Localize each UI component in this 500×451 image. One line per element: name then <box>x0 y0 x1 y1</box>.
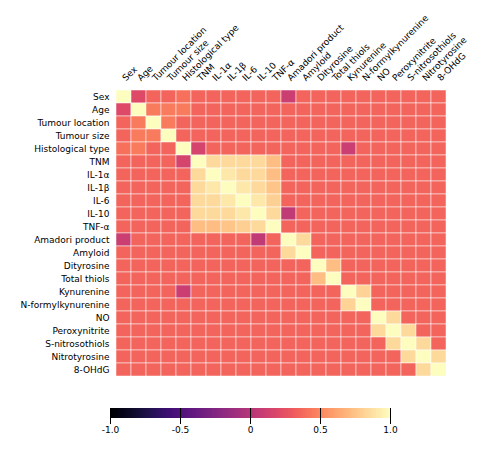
svg-text:Dityrosine: Dityrosine <box>64 261 110 271</box>
svg-text:IL-1β: IL-1β <box>87 183 109 193</box>
svg-text:8-OHdG: 8-OHdG <box>435 51 467 83</box>
svg-text:Tumour location: Tumour location <box>150 24 209 83</box>
svg-text:Tumour size: Tumour size <box>55 131 110 141</box>
svg-text:IL-1α: IL-1α <box>210 60 234 83</box>
svg-text:S-nitrosothiols: S-nitrosothiols <box>405 30 458 83</box>
svg-text:Amyloid: Amyloid <box>300 50 334 83</box>
svg-text:1.0: 1.0 <box>383 425 398 435</box>
svg-text:TNF-α: TNF-α <box>270 57 297 83</box>
svg-text:Histological type: Histological type <box>180 22 241 83</box>
svg-text:Kynurenine: Kynurenine <box>345 40 389 83</box>
svg-text:IL-6: IL-6 <box>93 196 110 206</box>
svg-text:-1.0: -1.0 <box>102 425 120 435</box>
svg-text:-0.5: -0.5 <box>172 425 190 435</box>
svg-text:Nitrotyrosine: Nitrotyrosine <box>420 34 468 82</box>
svg-text:Peroxynitrite: Peroxynitrite <box>390 35 438 83</box>
svg-text:TNM: TNM <box>89 157 110 167</box>
svg-text:Peroxynitrite: Peroxynitrite <box>52 326 109 336</box>
svg-text:Age: Age <box>135 63 155 83</box>
svg-text:Nitrotyrosine: Nitrotyrosine <box>51 352 110 362</box>
svg-text:IL-10: IL-10 <box>87 209 109 219</box>
svg-text:S-nitrosothiols: S-nitrosothiols <box>45 339 110 349</box>
svg-text:IL-1β: IL-1β <box>225 60 249 83</box>
svg-text:Tumour location: Tumour location <box>36 118 109 128</box>
svg-text:IL-10: IL-10 <box>255 60 279 83</box>
svg-text:Dityrosine: Dityrosine <box>315 43 355 83</box>
svg-text:NO: NO <box>375 66 392 83</box>
svg-text:Amadori product: Amadori product <box>34 235 110 245</box>
svg-text:N-formylkynurenine: N-formylkynurenine <box>21 300 110 310</box>
svg-text:Total thiols: Total thiols <box>330 41 372 83</box>
svg-text:N-formylkynurenine: N-formylkynurenine <box>360 13 431 83</box>
svg-text:Histological type: Histological type <box>34 144 110 154</box>
svg-text:8-OHdG: 8-OHdG <box>74 365 110 375</box>
svg-text:Sex: Sex <box>120 64 140 83</box>
svg-text:0: 0 <box>248 425 254 435</box>
svg-text:IL-6: IL-6 <box>240 64 260 83</box>
svg-text:TNM: TNM <box>195 61 217 83</box>
svg-text:TNF-α: TNF-α <box>82 222 110 232</box>
svg-text:Total thiols: Total thiols <box>60 274 110 284</box>
svg-text:Sex: Sex <box>93 92 110 102</box>
svg-text:Amadori product: Amadori product <box>285 22 346 83</box>
svg-text:Amyloid: Amyloid <box>73 248 109 258</box>
svg-text:0.5: 0.5 <box>313 425 327 435</box>
svg-text:IL-1α: IL-1α <box>87 170 109 180</box>
svg-text:Age: Age <box>92 105 110 115</box>
svg-text:NO: NO <box>96 313 110 323</box>
svg-text:Kynurenine: Kynurenine <box>59 287 110 297</box>
svg-text:Tumour size: Tumour size <box>165 37 211 83</box>
